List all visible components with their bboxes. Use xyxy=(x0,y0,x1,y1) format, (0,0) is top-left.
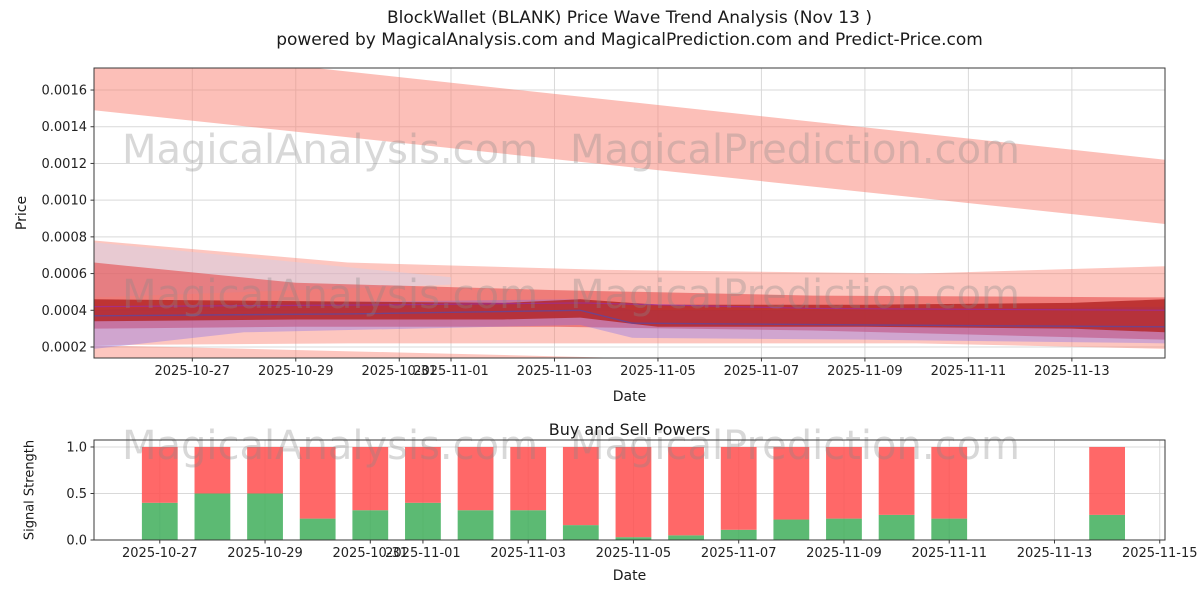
x-tick-label: 2025-11-09 xyxy=(806,546,882,561)
x-tick-label: 2025-11-01 xyxy=(385,546,461,561)
sell-power-bar xyxy=(352,446,389,511)
watermark-text: MagicalAnalysis.com xyxy=(122,423,538,469)
x-tick-label: 2025-10-27 xyxy=(155,364,231,379)
buy-power-bar xyxy=(405,502,441,540)
model-line-blue xyxy=(94,309,1165,328)
sell-power-bar xyxy=(668,446,704,536)
buy-power-bar xyxy=(615,537,652,540)
y-tick-label: 0.0008 xyxy=(42,230,88,245)
sell-power-bar xyxy=(720,446,757,530)
core-trend-band xyxy=(94,299,1165,333)
sell-power-bar xyxy=(247,446,283,494)
sell-power-bar xyxy=(773,446,810,520)
sell-power-bar xyxy=(457,446,494,511)
forecast-tail-wedge xyxy=(94,345,625,358)
x-tick-label: 2025-10-31 xyxy=(333,546,409,561)
upper-forecast-cone xyxy=(94,68,1165,225)
buy-power-bar xyxy=(510,510,547,540)
watermark-text: MagicalAnalysis.com xyxy=(122,272,538,318)
x-tick-label: 2025-10-29 xyxy=(258,364,334,379)
x-tick-label: 2025-11-03 xyxy=(517,364,593,379)
buy-power-bar xyxy=(1089,514,1126,540)
buy-sell-powers-chart xyxy=(94,440,1165,541)
y-tick-label: 0.0002 xyxy=(42,340,88,355)
x-tick-label: 2025-11-13 xyxy=(1017,546,1093,561)
x-tick-label: 2025-11-11 xyxy=(931,364,1007,379)
buy-power-bar xyxy=(878,514,915,540)
price-wave-trend-chart-axes: 2025-10-27 2025-10-29 2025-10-312025-11-01… xyxy=(42,67,1166,379)
sell-power-bar xyxy=(931,446,968,519)
buy-power-bar xyxy=(720,529,757,540)
buy-power-bar xyxy=(457,510,494,540)
y-tick-label: 0.0012 xyxy=(42,157,88,172)
plot-border xyxy=(93,439,1166,541)
buy-power-bar xyxy=(247,493,283,540)
chart-title: BlockWallet (BLANK) Price Wave Trend Ana… xyxy=(387,8,872,28)
y-tick-label: 0.5 xyxy=(66,487,87,502)
x-tick-label: 2025-11-01 xyxy=(413,364,489,379)
sell-power-bar xyxy=(405,446,441,503)
buy-power-bar xyxy=(931,518,968,540)
plot-border xyxy=(93,67,1166,359)
watermark-text: MagicalPrediction.com xyxy=(570,272,1020,318)
buy-power-bar xyxy=(826,518,862,540)
sell-power-bar xyxy=(510,446,547,511)
signal-strength-axis-label: Signal Strength xyxy=(22,439,38,541)
x-tick-label: 2025-10-27 xyxy=(122,546,198,561)
chart-subtitle: powered by MagicalAnalysis.com and Magic… xyxy=(276,30,983,50)
x-tick-label: 2025-11-05 xyxy=(620,364,696,379)
buy-power-bar xyxy=(668,535,704,540)
sell-power-bar xyxy=(562,446,599,526)
x-tick-label: 2025-11-05 xyxy=(596,546,672,561)
sell-power-bar xyxy=(1089,446,1126,515)
sell-power-bar xyxy=(194,446,231,494)
price-axis-label: Price xyxy=(14,195,30,231)
x-tick-label: 2025-11-15 xyxy=(1122,546,1198,561)
y-tick-label: 0.0016 xyxy=(42,84,88,99)
y-tick-label: 0.0 xyxy=(66,534,87,549)
sell-power-bar xyxy=(615,446,652,538)
date-axis-label-bottom: Date xyxy=(612,568,647,584)
sell-power-bar xyxy=(878,446,915,515)
x-tick-label: 2025-11-11 xyxy=(911,546,987,561)
price-wave-trend-chart xyxy=(94,68,1165,358)
buy-power-bar xyxy=(562,525,599,540)
watermark-layer: MagicalAnalysis.com MagicalPrediction.com… xyxy=(122,127,1020,469)
y-tick-label: 0.0006 xyxy=(42,267,88,282)
x-tick-label: 2025-11-13 xyxy=(1034,364,1110,379)
watermark-text: MagicalAnalysis.com xyxy=(122,127,538,173)
buy-power-bar xyxy=(194,493,231,540)
x-tick-label: 2025-10-31 xyxy=(361,364,437,379)
x-tick-label: 2025-10-29 xyxy=(227,546,303,561)
buy-sell-powers-title: Buy and Sell Powers xyxy=(548,420,711,439)
x-tick-label: 2025-11-03 xyxy=(490,546,566,561)
sell-power-bar xyxy=(826,446,862,519)
y-tick-label: 0.0014 xyxy=(42,120,88,135)
buy-power-bar xyxy=(773,519,810,540)
x-tick-label: 2025-11-09 xyxy=(827,364,903,379)
sell-power-bar xyxy=(299,446,336,519)
model-line-violet xyxy=(94,302,1165,311)
sell-power-bar xyxy=(141,446,178,503)
date-axis-label-top: Date xyxy=(612,389,647,405)
y-tick-label: 0.0004 xyxy=(42,304,88,319)
buy-power-bar xyxy=(299,518,336,540)
buy-power-bar xyxy=(141,502,178,540)
y-tick-label: 0.0010 xyxy=(42,194,88,209)
watermark-text: MagicalPrediction.com xyxy=(570,423,1020,469)
x-tick-label: 2025-11-07 xyxy=(724,364,800,379)
x-tick-label: 2025-11-07 xyxy=(701,546,777,561)
watermark-text: MagicalPrediction.com xyxy=(570,127,1020,173)
y-tick-label: 1.0 xyxy=(66,440,87,455)
buy-sell-powers-chart-axes: 2025-10-27 2025-10-29 2025-10-312025-11-01… xyxy=(66,439,1198,561)
buy-power-bar xyxy=(352,510,389,540)
